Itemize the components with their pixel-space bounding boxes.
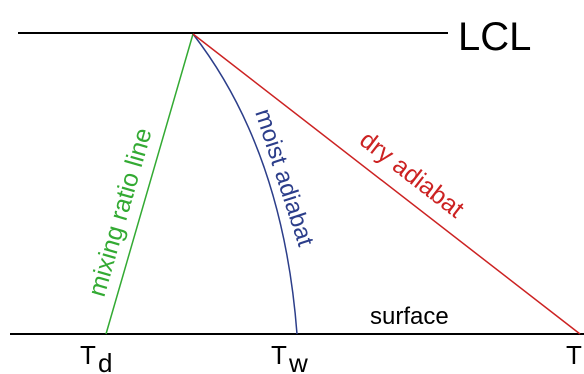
dry-adiabat-label: dry adiabat (354, 126, 469, 224)
dry-adiabat-line (192, 33, 581, 335)
tw-label: T w (271, 340, 308, 374)
t-label: T (566, 340, 582, 370)
tw-label-subscript: w (288, 348, 308, 374)
tw-label-base: T (271, 340, 287, 370)
moist-adiabat-curve (192, 33, 298, 335)
td-label-base: T (80, 340, 96, 370)
mixing-ratio-line-label: mixing ratio line (83, 125, 158, 300)
td-label-subscript: d (98, 348, 112, 374)
surface-label: surface (370, 303, 449, 330)
td-label: T d (80, 340, 112, 374)
lcl-label: LCL (458, 15, 531, 59)
moist-adiabat-label: moist adiabat (249, 106, 319, 250)
mixing-ratio-line (105, 33, 194, 335)
